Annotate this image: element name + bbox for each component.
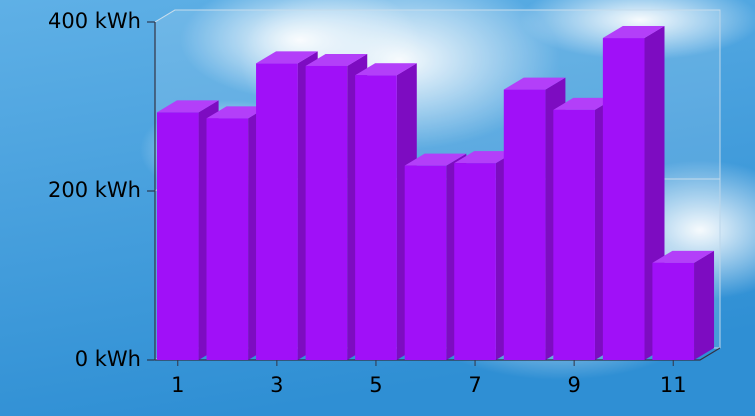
bar xyxy=(355,75,397,360)
y-tick-label: 0 kWh xyxy=(75,347,141,371)
bar xyxy=(256,63,298,360)
bar xyxy=(553,110,595,360)
bar xyxy=(454,163,496,360)
x-tick-label: 7 xyxy=(468,373,481,397)
bar xyxy=(603,38,645,360)
x-tick-label: 5 xyxy=(369,373,382,397)
bar-side-shade xyxy=(694,251,714,360)
x-tick-label: 9 xyxy=(567,373,580,397)
bar xyxy=(157,112,199,360)
bar xyxy=(207,118,249,360)
x-tick-label: 11 xyxy=(660,373,687,397)
y-tick-label: 200 kWh xyxy=(48,178,141,202)
bar xyxy=(652,263,694,360)
bar xyxy=(504,90,546,360)
x-tick-label: 3 xyxy=(270,373,283,397)
chart: 0 kWh 200 kWh 400 kWh 1 3 5 7 9 11 xyxy=(0,0,755,416)
x-tick-label: 1 xyxy=(171,373,184,397)
y-tick-label: 400 kWh xyxy=(48,9,141,33)
bar xyxy=(306,66,348,360)
bar xyxy=(405,166,447,360)
